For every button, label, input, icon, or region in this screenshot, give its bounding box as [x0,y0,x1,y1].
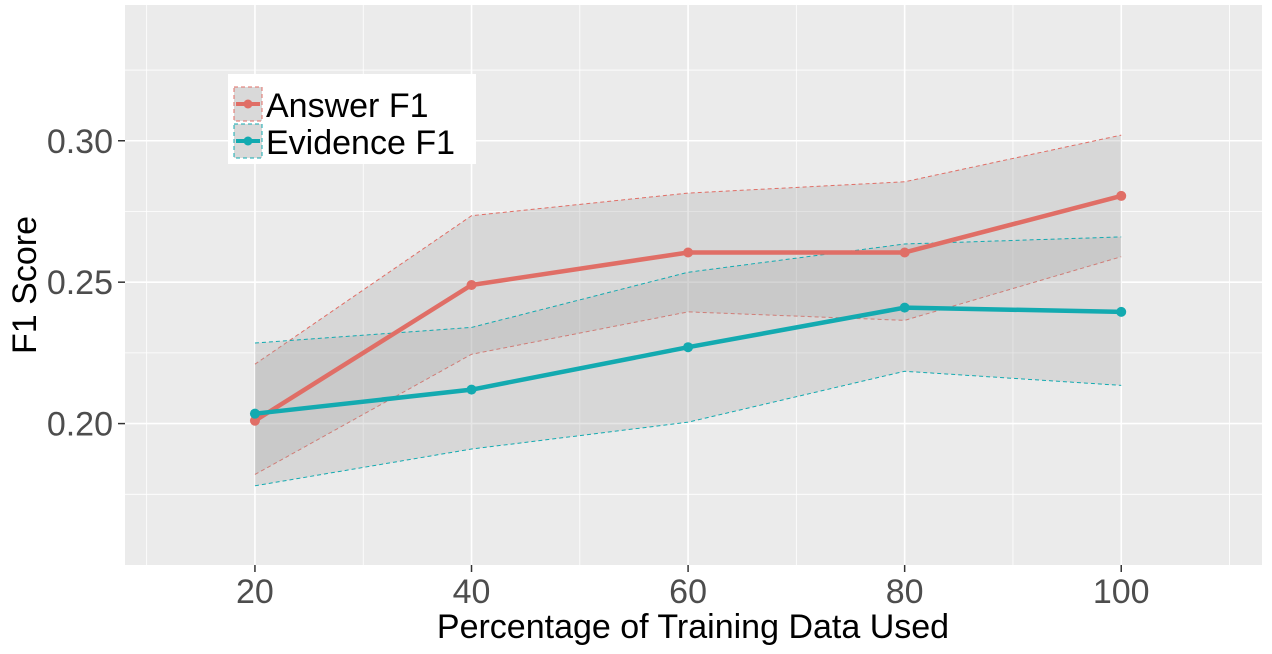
point-evidence-f1 [683,342,694,353]
legend-item-evidence-f1: Evidence F1 [233,123,455,162]
legend-item-answer-f1: Answer F1 [233,86,429,125]
y-tick-label: 0.30 [47,123,113,161]
ribbon-upper-answer-f1 [254,134,1122,365]
y-axis-title: F1 Score [6,216,44,354]
y-tick-label: 0.25 [47,264,113,302]
point-evidence-f1 [249,408,260,419]
legend-point-answer-f1 [243,99,253,109]
y-tick-label: 0.20 [47,406,113,444]
legend: Answer F1 Evidence F1 [228,74,476,164]
x-tick-label: 40 [453,573,491,611]
x-tick-label: 60 [669,573,707,611]
point-answer-f1 [899,247,910,258]
legend-label-evidence-f1: Evidence F1 [266,124,455,162]
x-tick-label: 20 [236,573,274,611]
x-axis-ticks: 20 40 60 80 100 [236,565,1150,611]
ribbon-lower-evidence-f1 [254,370,1122,487]
legend-point-evidence-f1 [243,136,253,146]
ribbon-upper-evidence-f1 [254,236,1122,344]
point-answer-f1 [1116,190,1127,201]
x-tick-label: 80 [886,573,924,611]
point-evidence-f1 [1116,306,1127,317]
point-answer-f1 [466,280,477,290]
x-tick-label: 100 [1093,573,1150,611]
y-axis-ticks: 0.20 0.25 0.30 [47,123,125,444]
point-evidence-f1 [899,302,910,313]
point-answer-f1 [249,415,260,426]
legend-background [228,74,476,164]
ribbon-answer-f1 [254,135,1122,475]
x-axis-title: Percentage of Training Data Used [437,608,949,646]
series-points [249,190,1127,426]
point-answer-f1 [683,247,694,258]
point-evidence-f1 [466,384,477,395]
ribbon-evidence-f1 [254,236,1122,486]
confidence-ribbons [254,134,1122,487]
legend-label-answer-f1: Answer F1 [266,87,429,125]
minor-gridlines [125,5,1262,565]
